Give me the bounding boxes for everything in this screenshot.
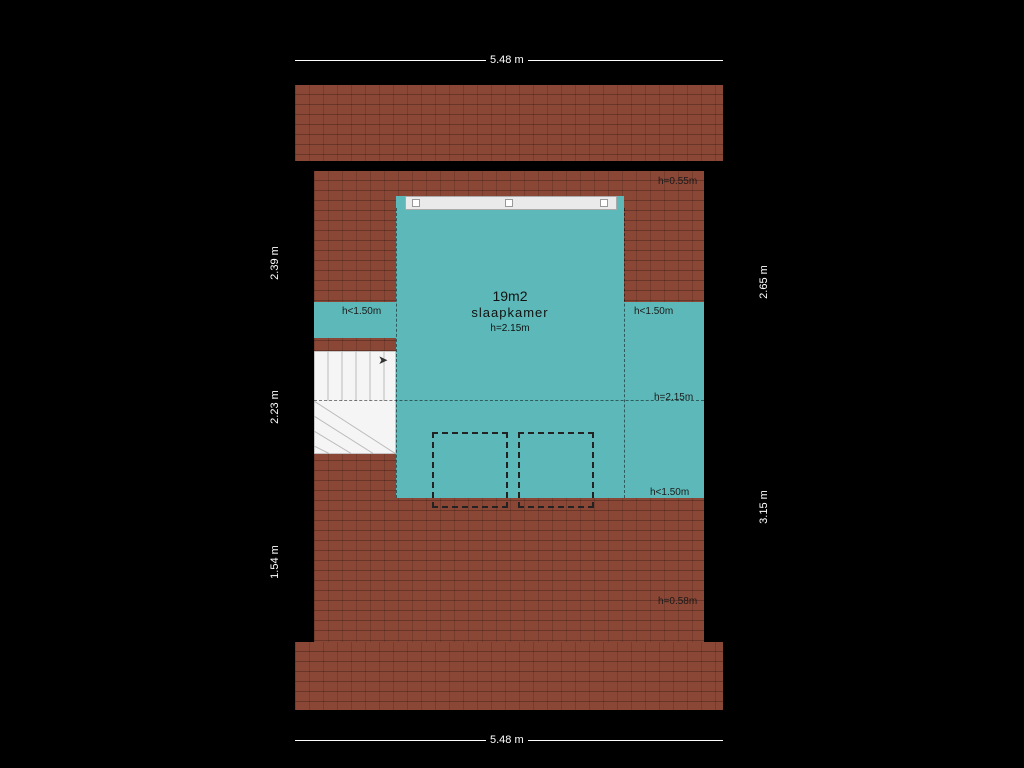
height-top-right: h=0.55m [658,176,697,187]
room-height: h=2.15m [460,322,560,335]
dash-line [624,208,625,498]
window-marker [600,199,608,207]
dash-line [396,208,397,498]
window-marker [412,199,420,207]
roof-top [295,85,723,161]
height-mid-left: h<1.50m [342,306,381,317]
dim-left-b: 2.23 m [268,386,282,428]
room-name: slaapkamer [460,305,560,322]
dash-box-1 [432,432,508,508]
height-line: h=2.15m [654,392,693,403]
dim-top: 5.48 m [486,53,528,67]
room-area: 19m2 [460,287,560,305]
floorplan-canvas: 5.48 m 5.48 m 2.39 m 2.23 m 1.54 m 2.65 … [0,0,1024,768]
height-low-right: h<1.50m [650,487,689,498]
window-marker [505,199,513,207]
stairs-arrow-icon: ➤ [378,353,388,367]
roof-bottom [295,642,723,710]
height-mid-right: h<1.50m [634,306,673,317]
dim-right-a: 2.65 m [757,261,771,303]
dash-box-2 [518,432,594,508]
room-title: 19m2 slaapkamer h=2.15m [460,287,560,335]
dash-line [314,400,704,401]
dim-right-b: 3.15 m [757,486,771,528]
height-bottom-right: h=0.58m [658,596,697,607]
dim-left-a: 2.39 m [268,242,282,284]
dim-left-c: 1.54 m [268,541,282,583]
dim-bottom: 5.48 m [486,733,528,747]
